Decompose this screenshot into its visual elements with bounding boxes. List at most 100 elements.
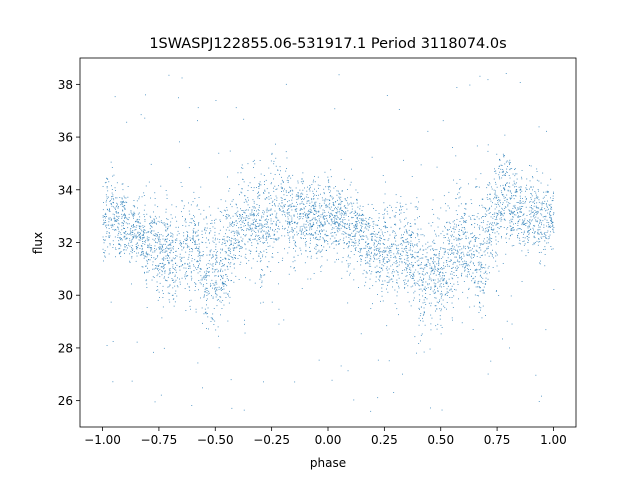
data-point xyxy=(506,201,508,203)
data-point xyxy=(168,244,170,246)
data-point xyxy=(508,182,510,184)
data-point xyxy=(240,214,242,216)
data-point xyxy=(182,264,183,265)
data-point xyxy=(524,218,526,220)
data-point xyxy=(342,231,344,232)
data-point xyxy=(255,219,257,221)
data-point xyxy=(324,240,326,242)
data-point xyxy=(268,234,270,236)
data-point xyxy=(385,181,386,183)
data-point xyxy=(121,205,123,207)
data-point xyxy=(461,217,463,219)
data-point xyxy=(388,238,390,240)
data-point xyxy=(521,281,523,282)
data-point xyxy=(542,203,544,204)
data-point xyxy=(184,263,186,265)
data-point xyxy=(271,256,273,258)
data-point xyxy=(254,282,256,284)
data-point xyxy=(501,207,503,209)
data-point xyxy=(328,223,330,225)
data-point xyxy=(258,238,259,240)
data-point xyxy=(498,211,500,213)
data-point xyxy=(257,196,259,197)
data-point xyxy=(253,200,255,202)
data-point xyxy=(111,196,112,198)
data-point xyxy=(486,247,488,249)
data-point xyxy=(544,208,546,210)
data-point xyxy=(142,230,144,232)
data-point xyxy=(496,186,498,188)
data-point xyxy=(444,248,446,250)
data-point xyxy=(379,247,381,249)
data-point xyxy=(493,189,495,191)
data-point xyxy=(384,263,386,264)
data-point xyxy=(469,247,471,248)
data-point xyxy=(311,225,313,227)
data-point xyxy=(151,220,153,222)
data-point xyxy=(143,195,145,196)
data-point xyxy=(548,237,550,239)
data-point xyxy=(299,226,301,228)
data-point xyxy=(377,397,379,399)
data-point xyxy=(451,246,453,248)
data-point xyxy=(116,219,118,220)
data-point xyxy=(398,249,400,251)
data-point xyxy=(120,234,122,235)
data-point xyxy=(439,315,441,317)
data-point xyxy=(382,214,384,215)
data-point xyxy=(212,319,214,321)
data-point xyxy=(138,234,140,235)
data-point xyxy=(142,266,144,268)
data-point xyxy=(400,221,402,223)
data-point xyxy=(499,212,501,214)
data-point xyxy=(400,206,402,208)
data-point xyxy=(131,257,133,259)
data-point xyxy=(124,232,126,234)
data-point xyxy=(198,280,200,281)
data-point xyxy=(375,233,377,235)
data-point xyxy=(164,225,166,227)
data-point xyxy=(354,215,356,216)
data-point xyxy=(233,238,235,240)
data-point xyxy=(427,287,429,289)
data-point xyxy=(438,255,440,257)
data-point xyxy=(443,195,445,197)
data-point xyxy=(299,195,301,197)
data-point xyxy=(440,258,442,259)
data-point xyxy=(275,217,277,219)
data-point xyxy=(103,239,104,241)
data-point xyxy=(166,257,168,259)
data-point xyxy=(133,214,134,216)
data-point xyxy=(206,300,207,301)
data-point xyxy=(457,251,459,252)
data-point xyxy=(267,209,269,211)
data-point xyxy=(223,238,225,240)
data-point xyxy=(432,262,434,264)
data-point xyxy=(399,261,401,263)
data-point xyxy=(327,235,329,237)
data-point xyxy=(498,165,500,167)
data-point xyxy=(536,168,538,170)
data-point xyxy=(207,293,209,295)
data-point xyxy=(123,228,125,229)
data-point xyxy=(460,252,462,254)
data-point xyxy=(534,213,535,215)
data-point xyxy=(302,213,304,215)
data-point xyxy=(204,290,206,292)
data-point xyxy=(225,215,227,217)
data-point xyxy=(418,251,419,253)
data-point xyxy=(309,234,311,236)
data-point xyxy=(507,189,509,191)
data-point xyxy=(242,210,244,211)
data-point xyxy=(376,271,378,273)
data-point xyxy=(366,224,367,226)
data-point xyxy=(453,253,455,255)
data-point xyxy=(124,218,126,219)
data-point xyxy=(138,196,140,198)
data-point xyxy=(513,182,515,184)
data-point xyxy=(158,239,160,240)
data-point xyxy=(192,235,194,237)
data-point xyxy=(492,249,493,251)
data-point xyxy=(159,221,161,223)
data-point xyxy=(504,208,506,209)
